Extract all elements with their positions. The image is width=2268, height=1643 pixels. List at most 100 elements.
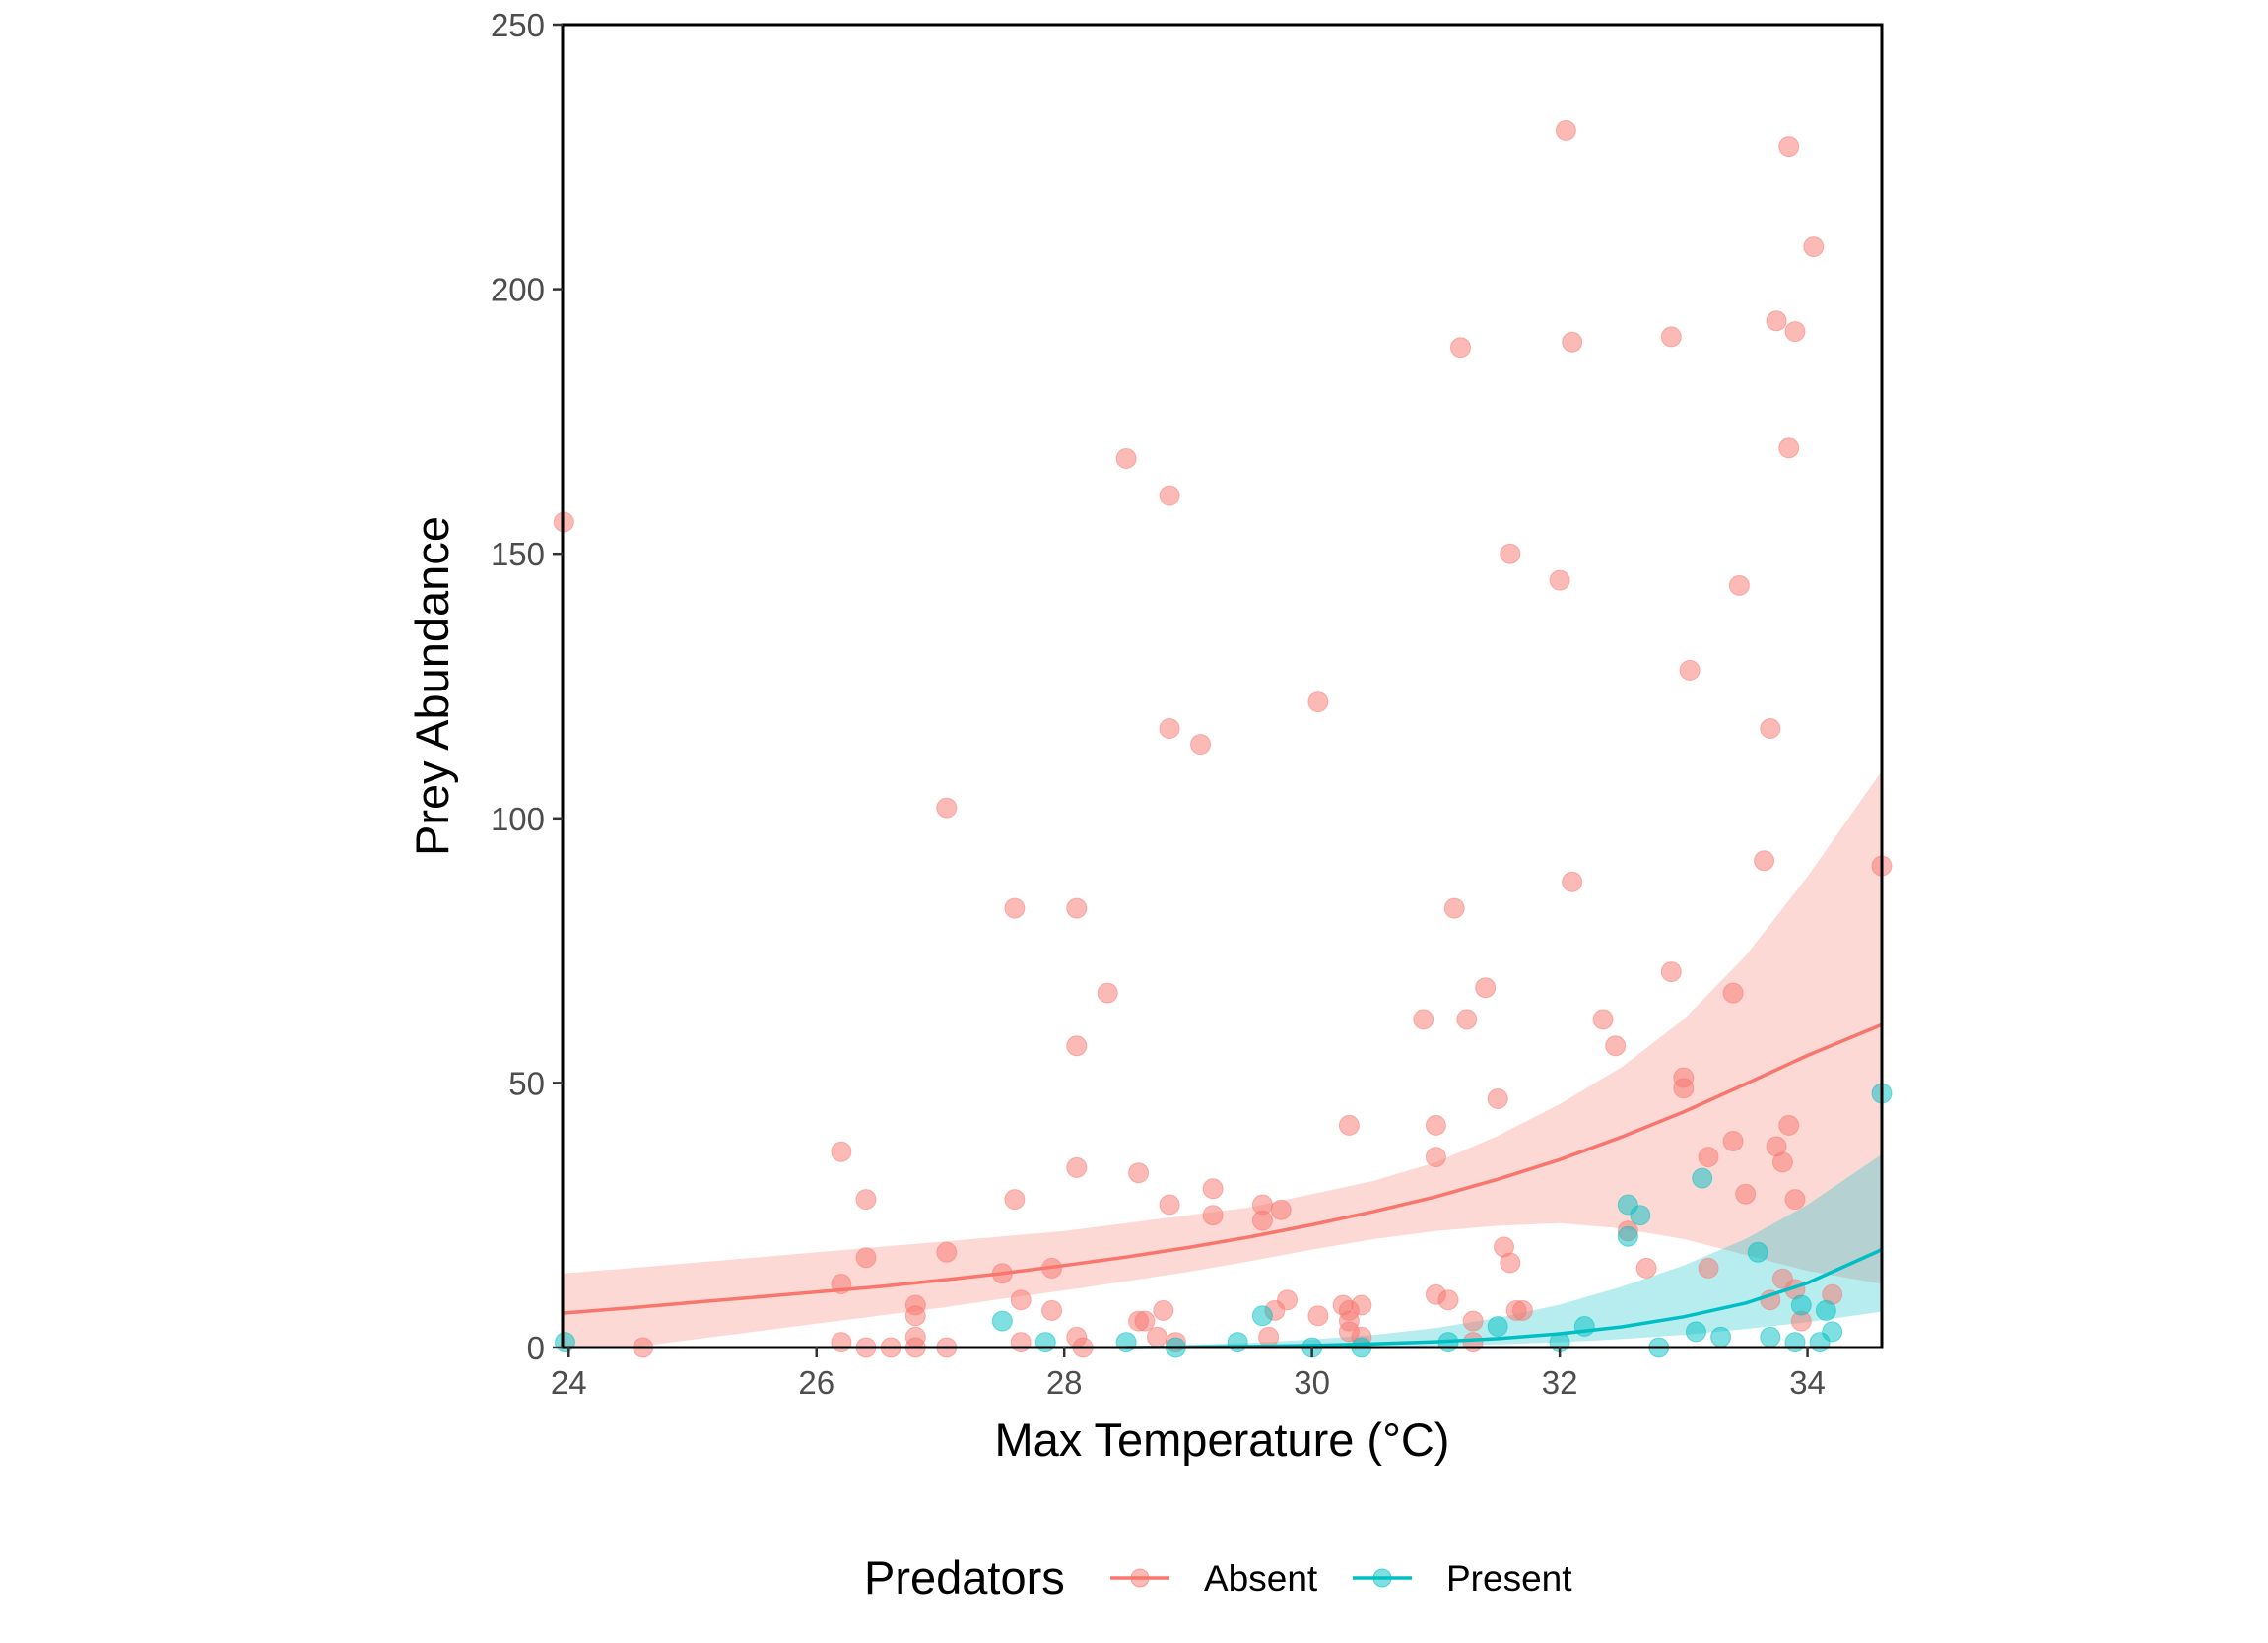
data-point-absent <box>1660 326 1682 348</box>
data-point-absent <box>1673 1078 1695 1099</box>
data-point-absent <box>1698 1147 1719 1168</box>
data-point-absent <box>1270 1199 1292 1220</box>
x-axis-title: Max Temperature (°C) <box>995 1413 1450 1466</box>
data-point-present <box>1790 1294 1812 1316</box>
data-point-present <box>1822 1321 1843 1343</box>
data-point-absent <box>1592 1009 1614 1030</box>
data-point-absent <box>1754 850 1775 872</box>
data-point-absent <box>1605 1035 1627 1057</box>
confidence-band-present <box>1126 1153 1882 1347</box>
y-tick-label: 0 <box>527 1330 545 1366</box>
data-point-absent <box>1147 1326 1167 1347</box>
data-point-absent <box>1010 1332 1032 1353</box>
data-point-absent <box>1784 321 1806 343</box>
data-point-present <box>1747 1241 1768 1263</box>
data-point-absent <box>1066 1035 1088 1057</box>
confidence-band-absent <box>563 770 1882 1347</box>
fit-line-absent <box>562 1022 1883 1315</box>
data-point-absent <box>1462 1310 1484 1332</box>
data-point-absent <box>1803 236 1825 258</box>
data-point-absent <box>1251 1210 1273 1231</box>
data-point-absent <box>936 1241 958 1263</box>
data-point-absent <box>1549 569 1570 591</box>
data-point-absent <box>1635 1257 1657 1279</box>
data-point-absent <box>1425 1114 1446 1136</box>
data-point-absent <box>1277 1289 1298 1311</box>
data-point-absent <box>1115 448 1137 469</box>
data-point-present <box>1487 1316 1508 1337</box>
data-point-absent <box>1190 734 1211 756</box>
data-point-absent <box>1128 1162 1150 1184</box>
plot-panel-border <box>561 23 1884 1349</box>
legend-key-point-absent <box>1130 1568 1150 1588</box>
data-point-absent <box>1338 1114 1360 1136</box>
data-point-present <box>1692 1167 1713 1189</box>
data-point-present <box>1034 1332 1056 1353</box>
data-point-present <box>1630 1205 1651 1226</box>
data-point-absent <box>1041 1299 1063 1321</box>
data-point-absent <box>1722 982 1744 1004</box>
data-point-absent <box>904 1305 926 1327</box>
x-tick-label: 28 <box>1046 1364 1083 1401</box>
data-point-absent <box>1784 1189 1806 1211</box>
x-axis: 24 26 28 30 32 34 <box>551 1347 1826 1401</box>
data-point-absent <box>1778 136 1800 158</box>
data-point-absent <box>831 1332 852 1353</box>
data-point-absent <box>1511 1299 1533 1321</box>
data-point-present <box>1617 1225 1638 1247</box>
data-point-absent <box>1500 1252 1521 1274</box>
data-point-absent <box>1728 574 1750 596</box>
data-point-absent <box>855 1189 877 1211</box>
data-point-absent <box>1159 718 1180 739</box>
data-point-absent <box>1066 1156 1088 1178</box>
confidence-bands <box>563 770 1882 1347</box>
data-point-absent <box>1004 897 1026 919</box>
data-point-absent <box>1475 977 1497 999</box>
data-point-present <box>1251 1305 1273 1327</box>
data-point-present <box>555 1332 575 1353</box>
x-tick-label: 24 <box>551 1364 587 1401</box>
data-point-absent <box>1066 897 1088 919</box>
data-point-absent <box>1134 1310 1156 1332</box>
data-point-absent <box>1450 337 1471 359</box>
data-point-absent <box>1258 1326 1280 1347</box>
data-point-absent <box>1766 310 1787 332</box>
y-axis: 0 50 100 150 200 250 <box>491 7 563 1366</box>
data-point-present <box>1784 1332 1806 1353</box>
data-point-absent <box>1778 1114 1800 1136</box>
data-point-absent <box>1425 1147 1446 1168</box>
y-tick-label: 150 <box>491 536 545 572</box>
data-point-absent <box>1351 1294 1372 1316</box>
y-axis-title: Prey Abundance <box>406 516 458 856</box>
data-point-absent <box>1735 1183 1757 1205</box>
data-point-absent <box>1771 1151 1793 1173</box>
data-point-absent <box>1307 1305 1329 1327</box>
data-point-absent <box>1202 1205 1224 1226</box>
data-point-absent <box>1202 1178 1224 1200</box>
data-point-present <box>1815 1299 1836 1321</box>
data-points <box>553 119 1893 1358</box>
x-tick-label: 26 <box>798 1364 834 1401</box>
data-point-absent <box>1679 659 1701 681</box>
legend-key-point-present <box>1372 1568 1392 1588</box>
data-point-present <box>1227 1332 1248 1353</box>
legend-title: Predators <box>864 1551 1065 1604</box>
data-point-absent <box>1097 982 1118 1004</box>
data-point-absent <box>1010 1289 1032 1311</box>
data-point-absent <box>1555 119 1576 141</box>
data-point-absent <box>1456 1009 1478 1030</box>
y-tick-label: 50 <box>508 1065 545 1101</box>
x-tick-label: 32 <box>1542 1364 1578 1401</box>
x-tick-label: 34 <box>1789 1364 1826 1401</box>
data-point-absent <box>1004 1189 1026 1211</box>
data-point-absent <box>1153 1299 1174 1321</box>
data-point-absent <box>1698 1257 1719 1279</box>
data-point-absent <box>1722 1131 1744 1151</box>
data-point-absent <box>936 797 958 819</box>
data-point-present <box>1760 1326 1781 1347</box>
data-point-absent <box>1500 543 1521 564</box>
data-point-absent <box>1307 691 1329 713</box>
data-point-absent <box>831 1141 852 1162</box>
